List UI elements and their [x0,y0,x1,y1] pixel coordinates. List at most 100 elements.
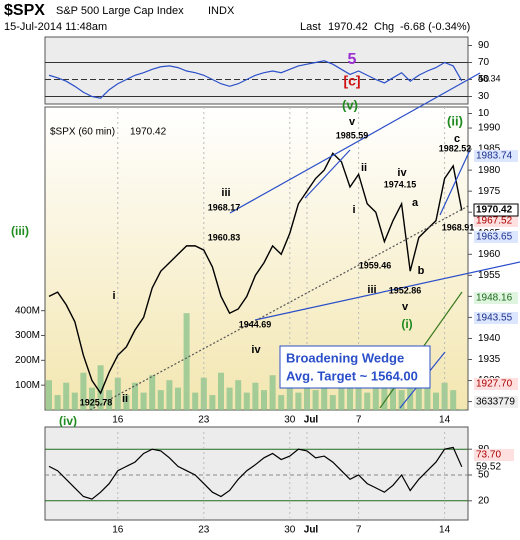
volume-bar [295,392,302,410]
x-tick-label: 16 [112,525,124,536]
volume-bar [123,395,130,410]
last-value: 1970.42 [328,21,368,33]
last-price-label: 1970.42 [476,205,513,216]
wave-label: iv [251,344,261,356]
volume-bar [458,409,465,410]
price-label: 1943.55 [476,313,513,324]
series-last: 1970.42 [130,127,167,138]
volume-bar [218,372,224,410]
volume-bar [166,380,173,410]
y-tick-label: 70 [478,57,490,68]
exchange: INDX [208,5,235,17]
volume-bar [415,387,422,410]
volume-bar [149,375,156,410]
volume-bar [441,382,448,410]
wave-label: iii [221,187,230,199]
price-label-box [474,312,518,324]
price-label: 1948.16 [476,293,513,304]
y-tick-label: 20 [478,495,490,506]
price-label-box [474,378,518,390]
wave-label: c [454,133,460,145]
note-line: Avg. Target ~ 1564.00 [286,368,418,383]
price-label: 1983.74 [476,151,513,162]
x-tick-label: 16 [112,415,124,426]
wave-label: 1968.91 [442,222,475,232]
volume-bar [329,395,336,410]
y-tick-label: 1975 [478,186,501,197]
wave-label: 1959.46 [359,260,392,270]
volume-bar [71,392,78,410]
wave-label: a [412,197,419,209]
volume-bar [286,380,293,410]
signal-label: 73.70 [476,450,501,461]
trend-line [439,149,471,216]
volume-bar [347,387,353,410]
volume-label-box [474,396,518,408]
volume-bar [321,382,328,410]
y-tick-label: 10 [478,108,490,119]
wave-label: 1982.52 [439,143,472,153]
wave-label: 1925.78 [80,397,113,407]
price-line [48,446,463,500]
wave-label: [c] [343,73,360,89]
price-label-box [474,231,518,243]
y-tick-label: 90 [478,40,490,51]
x-tick-label: 23 [198,525,210,536]
price-line [48,60,463,99]
wave-label: 1985.59 [336,130,369,140]
y-tick-label: 200M [15,355,40,366]
wave-label: ii [122,393,128,405]
volume-bar [157,390,164,410]
price-label: 1967.52 [476,216,513,227]
wave-label: ii [361,162,367,174]
note-line: Broadening Wedge [286,350,404,365]
y-tick-label: 300M [15,330,40,341]
volume-bar [175,387,181,410]
y-tick-label: 30 [478,91,490,102]
wave-label: (ii) [447,113,463,128]
rsi-label-box [474,449,514,461]
price-label: 1927.70 [476,379,513,390]
x-tick-label: 7 [356,525,362,536]
price-label-box [473,203,519,217]
wave-label: iii [367,284,376,296]
volume-bar [312,390,319,410]
wave-label: b [418,265,425,277]
x-tick-label: 7 [356,415,362,426]
y-tick-label: 100M [15,380,40,391]
volume-bar [80,372,87,410]
x-tick-label: 14 [439,415,451,426]
volume-bar [338,375,345,410]
chg-label: Chg [374,21,394,33]
y-tick-label: 50 [478,470,490,481]
volume-bar [372,370,379,410]
y-tick-label: 400M [15,305,40,316]
price-label-box [474,150,518,162]
x-tick-label: 30 [284,415,296,426]
trend-line [254,261,520,321]
y-tick-label: 50 [478,74,490,85]
x-tick-label: Jul [304,525,319,536]
volume-bar [261,390,267,410]
index-name: S&P 500 Large Cap Index [56,5,184,17]
wave-label: 1952.86 [389,285,422,295]
x-tick-label: 23 [198,415,210,426]
wave-label: (v) [342,97,358,112]
symbol: $SPX [4,2,45,19]
series-label: $SPX (60 min) [50,127,115,138]
price-line [48,152,463,395]
volume-bar [278,395,285,410]
price-label: 1963.65 [476,232,513,243]
y-tick-label: 1990 [478,123,501,134]
volume-bar [407,367,414,410]
volume-bar [355,380,362,410]
chg-value: -6.68 (-0.34%) [400,21,470,33]
wave-label: 1944.69 [239,319,272,329]
price-label-box [474,292,518,304]
datetime: 15-Jul-2014 11:48am [4,21,107,33]
wave-label: 1974.15 [384,179,417,189]
wave-label: i [352,204,355,216]
wave-label: v [402,301,409,313]
volume-bar [140,392,147,410]
